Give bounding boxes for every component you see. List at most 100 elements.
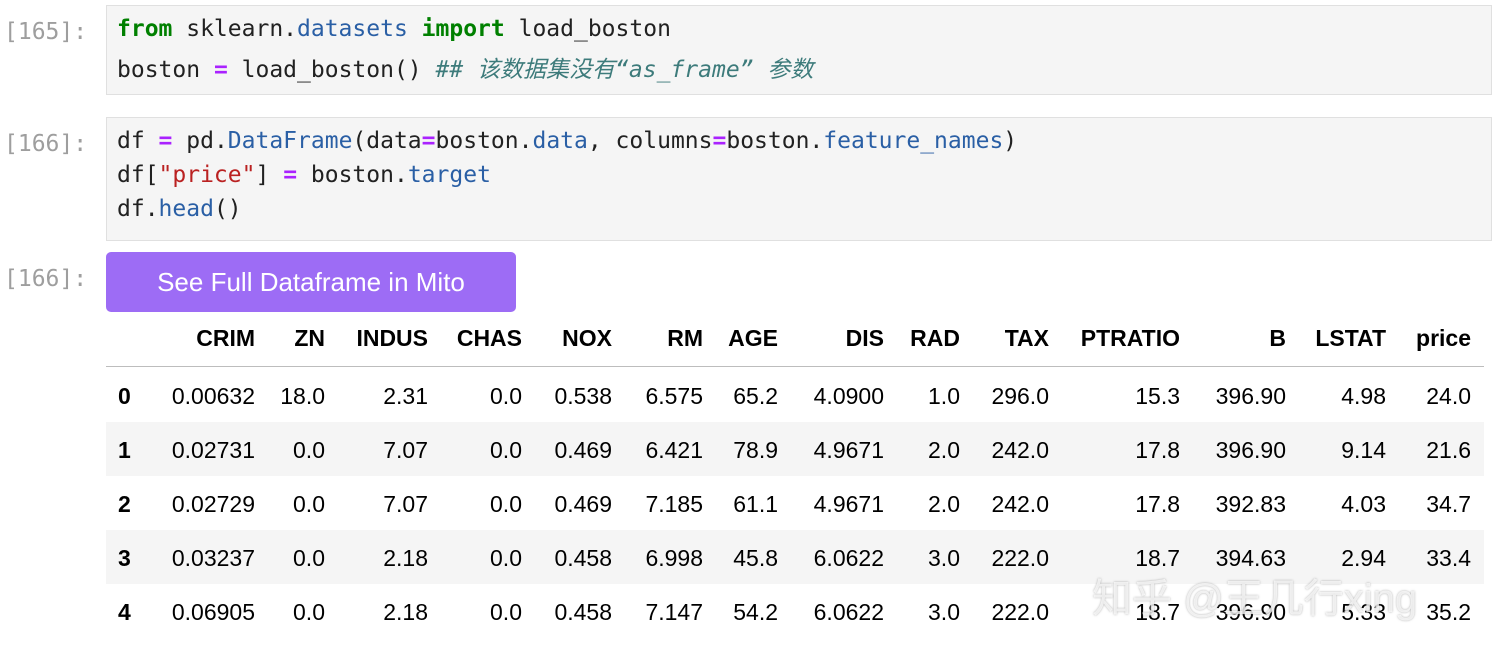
table-cell: 21.6: [1426, 437, 1471, 463]
code-token: pd.: [172, 128, 228, 154]
table-cell: 4.98: [1341, 383, 1386, 409]
table-cell: 7.185: [645, 491, 703, 517]
code-token: boston.: [726, 128, 824, 154]
table-cell: 0.0: [293, 545, 325, 571]
code-line: df.head(): [117, 196, 242, 222]
table-cell: 0.0: [490, 545, 522, 571]
table-cell: 65.2: [733, 383, 778, 409]
table-cell: 242.0: [991, 437, 1049, 463]
table-cell: 4.9671: [813, 491, 884, 517]
column-header: NOX: [562, 325, 612, 351]
code-token: from: [117, 16, 173, 42]
output-prompt: [166]:: [4, 266, 88, 292]
code-token: ]: [255, 162, 284, 188]
code-line: boston = load_boston() ## 该数据集没有“as_fram…: [117, 50, 813, 84]
code-token: "price": [158, 162, 256, 188]
code-token: =: [712, 128, 727, 154]
table-cell: 6.0622: [813, 545, 884, 571]
code-token: load_boston: [504, 16, 671, 42]
table-cell: 394.63: [1215, 545, 1286, 571]
table-cell: 0.02729: [171, 491, 255, 517]
table-cell: 18.0: [280, 383, 325, 409]
table-cell: 0.0: [490, 437, 522, 463]
table-cell: 6.0622: [813, 599, 884, 625]
column-header: CHAS: [456, 325, 522, 351]
table-cell: 222.0: [991, 545, 1049, 571]
table-cell: 78.9: [733, 437, 778, 463]
column-header: ZN: [294, 325, 325, 351]
column-header: CRIM: [196, 325, 255, 351]
table-cell: 4.03: [1341, 491, 1386, 517]
table-cell: 1.0: [928, 383, 960, 409]
table-cell: 45.8: [733, 545, 778, 571]
row-index: 4: [118, 599, 131, 625]
code-token: DataFrame: [227, 128, 353, 154]
table-cell: 0.06905: [171, 599, 255, 625]
watermark: 知乎 @王几行xing: [1092, 577, 1418, 621]
table-cell: 0.0: [490, 599, 522, 625]
table-cell: 296.0: [991, 383, 1049, 409]
code-token: df.: [117, 196, 159, 222]
code-token: boston.: [297, 162, 408, 188]
table-cell: 0.469: [554, 437, 612, 463]
table-cell: 7.147: [645, 599, 703, 625]
table-cell: 7.07: [383, 491, 428, 517]
table-cell: 3.0: [928, 545, 960, 571]
mito-button[interactable]: See Full Dataframe in Mito: [106, 252, 516, 312]
table-cell: 17.8: [1135, 491, 1180, 517]
table-cell: 6.575: [645, 383, 703, 409]
column-header: PTRATIO: [1080, 325, 1180, 351]
table-cell: 6.998: [645, 545, 703, 571]
table-cell: 392.83: [1215, 491, 1286, 517]
code-token: =: [213, 57, 228, 83]
column-header: AGE: [728, 325, 778, 351]
column-header: RM: [667, 325, 703, 351]
table-cell: 2.31: [383, 383, 428, 409]
table-cell: 0.538: [554, 383, 612, 409]
code-token: boston: [117, 57, 214, 83]
table-cell: 222.0: [991, 599, 1049, 625]
code-line: from sklearn.datasets import load_boston: [117, 16, 671, 42]
table-cell: 0.02731: [171, 437, 255, 463]
code-token: =: [283, 162, 298, 188]
code-token: [408, 16, 422, 42]
code-token: head: [158, 196, 214, 222]
table-cell: 2.18: [383, 545, 428, 571]
column-header: price: [1416, 325, 1471, 351]
code-token: , columns: [587, 128, 713, 154]
header-rule: [106, 366, 1484, 367]
column-header: TAX: [1004, 325, 1049, 351]
table-cell: 2.18: [383, 599, 428, 625]
table-cell: 0.458: [554, 599, 612, 625]
table-cell: 3.0: [928, 599, 960, 625]
table-cell: 5.33: [1341, 599, 1386, 625]
table-cell: 0.469: [554, 491, 612, 517]
table-cell: 242.0: [991, 491, 1049, 517]
table-cell: 0.0: [293, 491, 325, 517]
column-header: RAD: [910, 325, 960, 351]
code-cell: df = pd.DataFrame(data=boston.data, colu…: [106, 117, 1492, 241]
table-cell: 0.0: [293, 437, 325, 463]
row-index: 2: [118, 491, 131, 517]
code-token: (): [213, 196, 242, 222]
table-cell: 0.00632: [171, 383, 255, 409]
code-token: data: [532, 128, 588, 154]
input-prompt: [166]:: [4, 131, 88, 157]
table-cell: 54.2: [733, 599, 778, 625]
table-cell: 4.9671: [813, 437, 884, 463]
table-cell: 35.2: [1426, 599, 1471, 625]
table-cell: 2.0: [928, 437, 960, 463]
code-token: ## 该数据集没有“as_frame” 参数: [435, 57, 814, 83]
table-cell: 6.421: [645, 437, 703, 463]
column-header: LSTAT: [1315, 325, 1386, 351]
table-cell: 396.90: [1215, 383, 1286, 409]
table-cell: 24.0: [1426, 383, 1471, 409]
column-header: INDUS: [356, 325, 428, 351]
input-prompt: [165]:: [4, 19, 88, 45]
table-cell: 2.0: [928, 491, 960, 517]
table-cell: 18.7: [1135, 545, 1180, 571]
table-cell: 0.0: [490, 383, 522, 409]
table-cell: 15.3: [1135, 383, 1180, 409]
row-index: 1: [118, 437, 131, 463]
